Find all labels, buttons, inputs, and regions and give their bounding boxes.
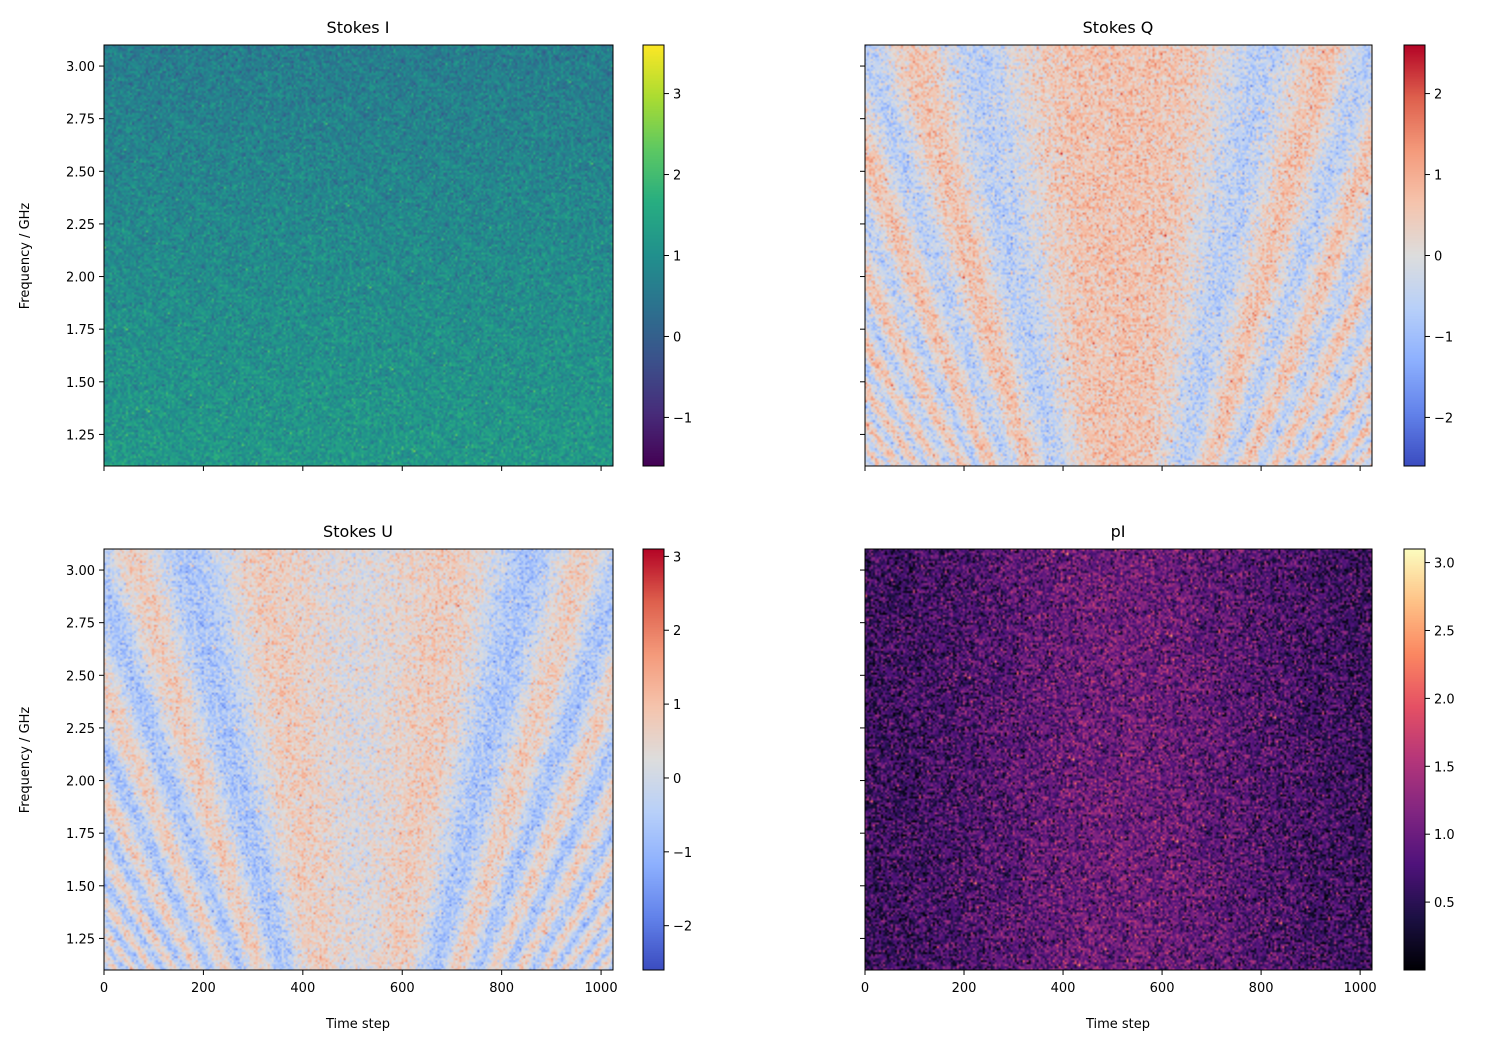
stokes-q-colorbar-tick-label: 1 (1434, 169, 1442, 184)
stokes-q-colorbar-tick-label: −2 (1434, 411, 1453, 426)
stokes-i-y-tick-label: 2.25 (66, 218, 95, 233)
stokes-i-y-tick-label: 2.75 (66, 113, 95, 128)
stokes-i-axes-frame (103, 44, 614, 467)
stokes-i-colorbar-tick-label: −1 (673, 411, 692, 426)
stokes-u-y-tick-label: 1.50 (66, 880, 95, 895)
pi-colorbar (1404, 549, 1425, 970)
pi-heatmap (865, 549, 1372, 970)
pi-x-tick-label: 1000 (1344, 981, 1377, 996)
stokes-u-x-tick-label: 600 (390, 981, 415, 996)
stokes-u-axes-frame (103, 548, 614, 971)
stokes-i-y-tick-label: 2.50 (66, 165, 95, 180)
stokes-i-colorbar (643, 45, 664, 466)
stokes-i-heatmap (104, 45, 613, 466)
pi-x-tick-label: 400 (1051, 981, 1076, 996)
stokes-q-colorbar-tick-label: −1 (1434, 330, 1453, 345)
stokes-u-x-tick-label: 0 (100, 981, 108, 996)
pi-colorbar-tick-label: 2.0 (1434, 692, 1455, 707)
stokes-q-title: Stokes Q (1083, 18, 1154, 37)
pi-xlabel: Time step (1085, 1017, 1150, 1032)
stokes-u-colorbar-tick-label: 0 (673, 772, 681, 787)
stokes-i-colorbar-tick-label: 3 (673, 88, 681, 103)
stokes-u-xlabel: Time step (325, 1017, 390, 1032)
stokes-u-x-tick-label: 200 (191, 981, 216, 996)
pi-colorbar-frame (1403, 548, 1426, 971)
stokes-u-heatmap (104, 549, 613, 970)
stokes-i-title: Stokes I (327, 18, 390, 37)
stokes-u-y-tick-label: 1.25 (66, 932, 95, 947)
stokes-q-colorbar-tick-label: 2 (1434, 88, 1442, 103)
pi-colorbar-tick-label: 3.0 (1434, 557, 1455, 572)
pi-colorbar-tick-label: 2.5 (1434, 624, 1455, 639)
stokes-u-panel: Stokes U Frequency / GHz Time step 0 200 4… (18, 522, 692, 1032)
pi-panel: pI Time step 0 200 400 600 800 1000 0.5 1.0 1.5 2… (860, 522, 1455, 1032)
stokes-i-colorbar-tick-label: 2 (673, 169, 681, 184)
pi-x-tick-label: 600 (1150, 981, 1175, 996)
pi-title: pI (1111, 522, 1126, 541)
stokes-q-colorbar-tick-label: 0 (1434, 250, 1442, 265)
pi-x-tick-label: 0 (861, 981, 869, 996)
stokes-i-y-tick-label: 1.50 (66, 376, 95, 391)
stokes-q-heatmap (865, 45, 1372, 466)
stokes-u-colorbar-tick-label: 2 (673, 624, 681, 639)
stokes-q-axes-frame (864, 44, 1373, 467)
stokes-i-ylabel: Frequency / GHz (18, 203, 33, 310)
pi-colorbar-tick-label: 0.5 (1434, 896, 1455, 911)
stokes-u-colorbar-tick-label: −1 (673, 846, 692, 861)
stokes-i-panel: Stokes I Frequency / GHz 1.25 1.50 1.75 2.0… (18, 18, 692, 471)
stokes-q-panel: Stokes Q −2 −1 0 1 2 (860, 18, 1453, 471)
stokes-i-y-tick-label: 1.75 (66, 323, 95, 338)
stokes-u-y-tick-label: 2.25 (66, 722, 95, 737)
stokes-u-colorbar-tick-label: 3 (673, 550, 681, 565)
pi-x-tick-label: 800 (1249, 981, 1274, 996)
pi-colorbar-tick-label: 1.0 (1434, 828, 1455, 843)
stokes-u-y-tick-label: 1.75 (66, 827, 95, 842)
stokes-u-x-tick-label: 800 (489, 981, 514, 996)
stokes-u-title: Stokes U (323, 522, 393, 541)
stokes-i-y-tick-label: 2.00 (66, 271, 95, 286)
stokes-u-colorbar-frame (642, 548, 665, 971)
stokes-u-colorbar-tick-label: 1 (673, 698, 681, 713)
stokes-i-colorbar-tick-label: 1 (673, 250, 681, 265)
stokes-i-y-tick-label: 3.00 (66, 60, 95, 75)
stokes-i-y-tick-label: 1.25 (66, 428, 95, 443)
stokes-u-x-tick-label: 400 (290, 981, 315, 996)
pi-x-tick-label: 200 (952, 981, 977, 996)
stokes-u-colorbar-tick-label: −2 (673, 920, 692, 935)
stokes-i-colorbar-tick-label: 0 (673, 330, 681, 345)
stokes-q-colorbar (1404, 45, 1425, 466)
stokes-u-y-tick-label: 2.00 (66, 775, 95, 790)
stokes-u-y-tick-label: 2.75 (66, 617, 95, 632)
stokes-u-colorbar (643, 549, 664, 970)
stokes-u-ylabel: Frequency / GHz (18, 707, 33, 814)
pi-colorbar-tick-label: 1.5 (1434, 760, 1455, 775)
stokes-u-y-tick-label: 3.00 (66, 564, 95, 579)
pi-axes-frame (864, 548, 1373, 971)
stokes-u-x-tick-label: 1000 (585, 981, 618, 996)
stokes-u-y-tick-label: 2.50 (66, 669, 95, 684)
